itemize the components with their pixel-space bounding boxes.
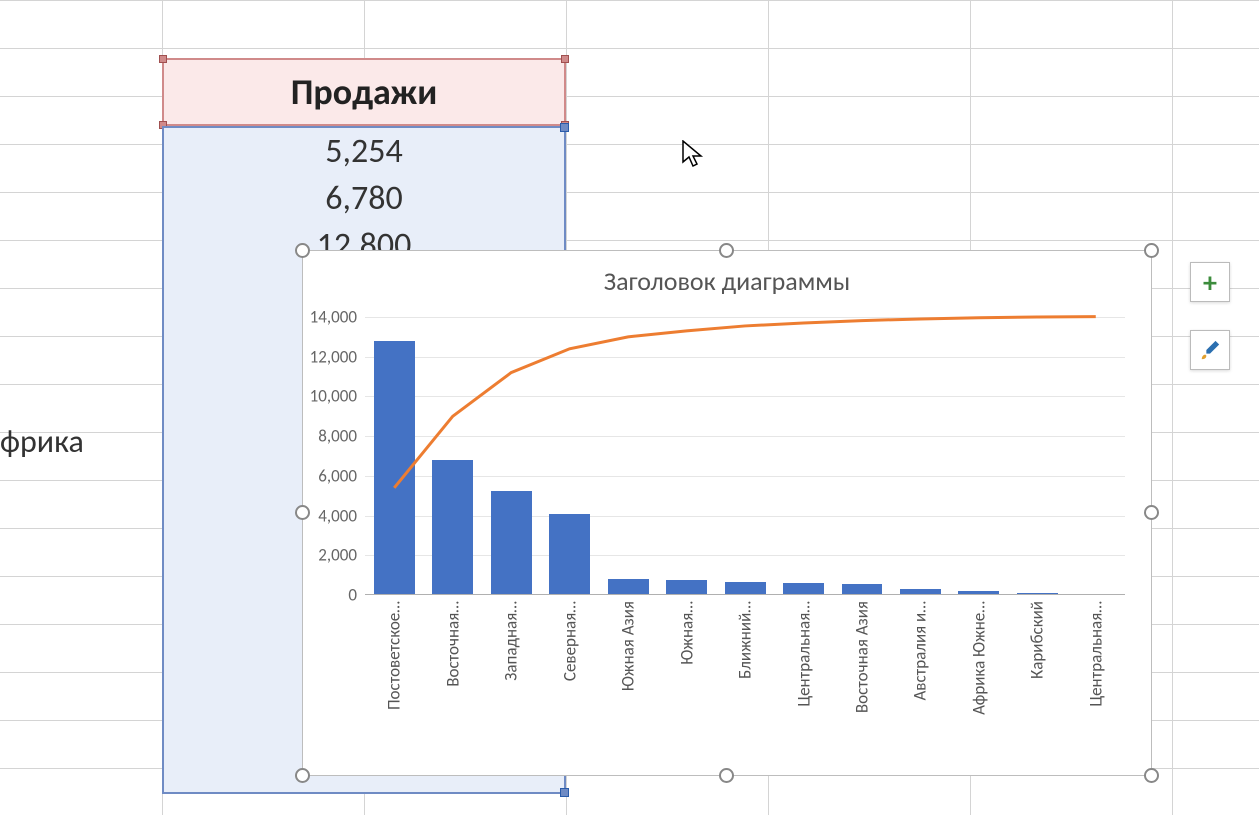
y-tick-label: 12,000	[310, 346, 357, 367]
table-header-cell[interactable]: Продажи	[162, 58, 566, 126]
chart-styles-button[interactable]	[1190, 330, 1230, 370]
chart-resize-handle[interactable]	[1144, 243, 1159, 258]
row-label-partial: фрика	[0, 422, 160, 461]
x-tick-label: Центральная…	[793, 601, 814, 707]
chart-resize-handle[interactable]	[719, 243, 734, 258]
chart-resize-handle[interactable]	[719, 768, 734, 783]
y-tick-label: 4,000	[318, 505, 357, 526]
x-tick-label: Северная…	[559, 601, 580, 681]
y-tick-label: 14,000	[310, 307, 357, 328]
chart-elements-button[interactable]: +	[1190, 262, 1230, 302]
brush-icon	[1199, 339, 1221, 361]
data-cell[interactable]: 5,254	[164, 128, 564, 175]
chart-resize-handle[interactable]	[1144, 768, 1159, 783]
chart-resize-handle[interactable]	[1144, 505, 1159, 520]
x-tick-label: Постоветское…	[384, 601, 405, 710]
chart-title[interactable]: Заголовок диаграммы	[303, 251, 1151, 305]
data-cell[interactable]: 6,780	[164, 175, 564, 222]
plus-icon: +	[1203, 265, 1217, 300]
y-tick-label: 0	[348, 585, 357, 606]
x-tick-label: Австралия и…	[910, 601, 931, 701]
x-tick-label: Карибский	[1027, 601, 1048, 679]
chart-object[interactable]: Заголовок диаграммы 02,0004,0006,0008,00…	[302, 250, 1152, 776]
header-handle[interactable]	[159, 55, 167, 63]
line-series[interactable]	[365, 317, 1125, 595]
y-tick-label: 2,000	[318, 545, 357, 566]
header-handle[interactable]	[561, 55, 569, 63]
chart-resize-handle[interactable]	[295, 768, 310, 783]
chart-resize-handle[interactable]	[295, 243, 310, 258]
x-tick-label: Ближний…	[735, 601, 756, 679]
line-path[interactable]	[394, 317, 1096, 488]
x-tick-label: Центральная…	[1085, 601, 1106, 707]
chart-resize-handle[interactable]	[295, 505, 310, 520]
y-tick-label: 8,000	[318, 426, 357, 447]
range-handle[interactable]	[560, 123, 569, 132]
x-tick-label: Восточная Азия	[851, 601, 872, 713]
x-axis-labels: Постоветское… Восточная… Западная… Северная…	[365, 601, 1125, 769]
y-tick-label: 10,000	[310, 386, 357, 407]
x-axis	[365, 594, 1125, 595]
table-header-text: Продажи	[291, 70, 438, 114]
x-tick-label: Южная…	[676, 601, 697, 665]
x-tick-label: Восточная…	[442, 601, 463, 687]
x-tick-label: Южная Азия	[618, 601, 639, 691]
mouse-cursor	[682, 140, 704, 176]
chart-plot-area[interactable]: 02,0004,0006,0008,00010,00012,00014,000	[365, 317, 1125, 595]
fill-handle[interactable]	[560, 788, 569, 797]
y-tick-label: 6,000	[318, 465, 357, 486]
x-tick-label: Западная…	[501, 601, 522, 681]
x-tick-label: Африка Южне…	[968, 601, 989, 715]
